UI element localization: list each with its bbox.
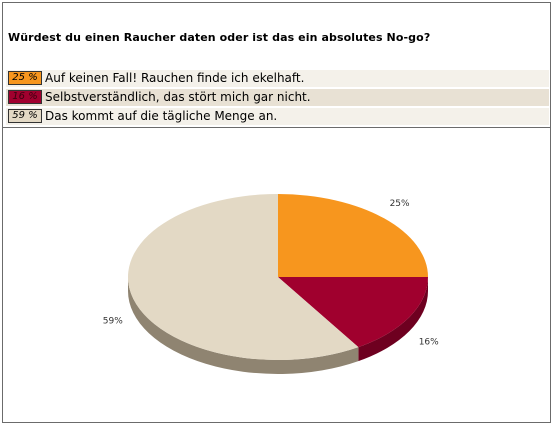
pie-chart-area: 25% 16% 59% — [3, 131, 552, 424]
legend-swatch-1: 25 % — [8, 71, 42, 85]
poll-panel: Würdest du einen Raucher daten oder ist … — [2, 2, 551, 423]
chart-divider — [3, 127, 550, 128]
legend-swatch-2: 16 % — [8, 90, 42, 104]
legend-label-1: Auf keinen Fall! Rauchen finde ich ekelh… — [45, 71, 305, 85]
legend-row-2: 16 % Selbstverständlich, das stört mich … — [6, 89, 549, 106]
pie-slice-side-3 — [128, 277, 359, 374]
legend-row-1: 25 % Auf keinen Fall! Rauchen finde ich … — [6, 70, 549, 87]
legend-label-2: Selbstverständlich, das stört mich gar n… — [45, 90, 311, 104]
pie-slice-label-3: 59% — [103, 316, 123, 326]
pie-slice-label-2: 16% — [419, 338, 439, 348]
legend-label-3: Das kommt auf die tägliche Menge an. — [45, 109, 278, 123]
pie-slice-3 — [127, 194, 359, 360]
pie-slice-2 — [278, 277, 429, 348]
pie-slice-label-1: 25% — [390, 199, 410, 209]
pie-chart: 25% 16% 59% — [103, 194, 439, 374]
pie-slice-side-2 — [358, 277, 429, 362]
legend-swatch-3: 59 % — [8, 109, 42, 123]
pie-slice-1 — [278, 194, 428, 277]
legend-row-3: 59 % Das kommt auf die tägliche Menge an… — [6, 108, 549, 125]
poll-question: Würdest du einen Raucher daten oder ist … — [8, 31, 431, 44]
